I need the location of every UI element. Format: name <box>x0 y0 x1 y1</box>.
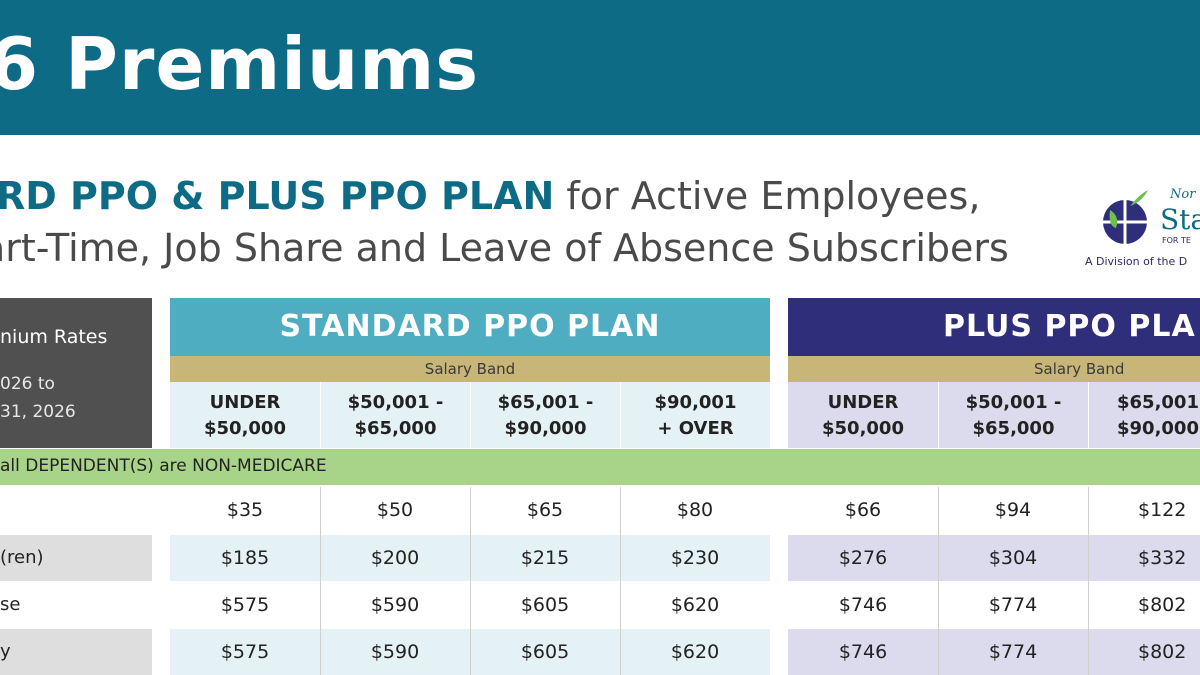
table-cell: $200 <box>320 535 470 581</box>
plus-salary-band: Salary Band <box>788 356 1200 382</box>
subtitle-line-2: art-Time, Job Share and Leave of Absence… <box>0 226 1009 270</box>
logo-word: Sta <box>1160 203 1200 236</box>
row-label-cell: (ren) <box>0 535 152 581</box>
table-cell: $746 <box>838 594 888 616</box>
standard-col-1: UNDER $50,000 <box>170 382 320 448</box>
row-label-cell <box>0 487 152 533</box>
table-row: (ren) $185 $200 $215 $230 $276 $304 $332 <box>0 535 1200 581</box>
table-cell: $304 <box>938 535 1088 581</box>
table-cell: $605 <box>520 594 570 616</box>
subtitle-highlight: RD PPO & PLUS PPO PLAN <box>0 174 555 218</box>
premium-rates-date-end: 31, 2026 <box>0 402 76 422</box>
table-cell: $620 <box>620 629 770 675</box>
standard-plan-header: STANDARD PPO PLAN <box>170 298 770 356</box>
page-title: 6 Premiums <box>0 22 480 106</box>
standard-col-3: $65,001 - $90,000 <box>470 382 620 448</box>
standard-col-4: $90,001 + OVER <box>620 382 770 448</box>
column-divider <box>620 487 621 675</box>
table-cell: $802 <box>1088 629 1200 675</box>
row-label: se <box>0 594 21 615</box>
table-row: $35 $50 $65 $80 $66 $94 $122 <box>0 487 1200 533</box>
table-cell: $746 <box>788 629 938 675</box>
table-cell: $215 <box>470 535 620 581</box>
title-banner: 6 Premiums <box>0 0 1200 135</box>
table-cell: $50 <box>376 499 414 521</box>
column-divider <box>470 487 471 675</box>
table-cell: $185 <box>170 535 320 581</box>
table-cell: $802 <box>1138 594 1187 616</box>
row-label: (ren) <box>0 547 44 568</box>
apple-globe-icon <box>1103 190 1148 244</box>
column-divider <box>320 487 321 675</box>
plus-col-2: $50,001 - $65,000 <box>938 382 1088 448</box>
table-cell: $276 <box>788 535 938 581</box>
table-cell: $94 <box>994 499 1032 521</box>
table-cell: $66 <box>844 499 882 521</box>
table-cell: $590 <box>370 594 420 616</box>
premium-rates-box: nium Rates 026 to 31, 2026 <box>0 298 152 448</box>
table-row: se $575 $590 $605 $620 $746 $774 $802 <box>0 582 1200 628</box>
subtitle-line-1: RD PPO & PLUS PPO PLAN for Active Employ… <box>0 174 980 218</box>
logo-under-word: FOR TE <box>1162 236 1191 245</box>
table-cell: $80 <box>676 499 714 521</box>
standard-salary-band: Salary Band <box>170 356 770 382</box>
row-label-cell: y <box>0 629 152 675</box>
plus-col-3: $65,001 $90,000 <box>1088 382 1200 448</box>
column-divider <box>1088 487 1089 675</box>
table-cell: $575 <box>170 629 320 675</box>
table-cell: $605 <box>470 629 620 675</box>
table-cell: $590 <box>320 629 470 675</box>
row-label: y <box>0 641 11 662</box>
plus-plan-header: PLUS PPO PLA <box>788 298 1200 356</box>
logo-small-text: Nor <box>1170 187 1196 202</box>
section-bar: all DEPENDENT(S) are NON-MEDICARE <box>0 449 1200 485</box>
logo-tagline: A Division of the D <box>1085 255 1188 268</box>
table-row: y $575 $590 $605 $620 $746 $774 $802 <box>0 629 1200 675</box>
table-cell: $65 <box>526 499 564 521</box>
table-cell: $122 <box>1138 499 1187 521</box>
table-cell: $774 <box>988 594 1038 616</box>
row-label-cell: se <box>0 582 152 628</box>
premium-rates-date-start: 026 to <box>0 374 55 394</box>
standard-col-2: $50,001 - $65,000 <box>320 382 470 448</box>
table-cell: $230 <box>620 535 770 581</box>
table-cell: $35 <box>226 499 264 521</box>
plus-col-1: UNDER $50,000 <box>788 382 938 448</box>
section-label: all DEPENDENT(S) are NON-MEDICARE <box>0 456 327 476</box>
subtitle-rest: for Active Employees, <box>554 174 981 218</box>
column-divider <box>938 487 939 675</box>
table-cell: $774 <box>938 629 1088 675</box>
table-cell: $575 <box>220 594 270 616</box>
table-cell: $332 <box>1088 535 1200 581</box>
premium-rates-title: nium Rates <box>0 326 108 348</box>
table-cell: $620 <box>670 594 720 616</box>
